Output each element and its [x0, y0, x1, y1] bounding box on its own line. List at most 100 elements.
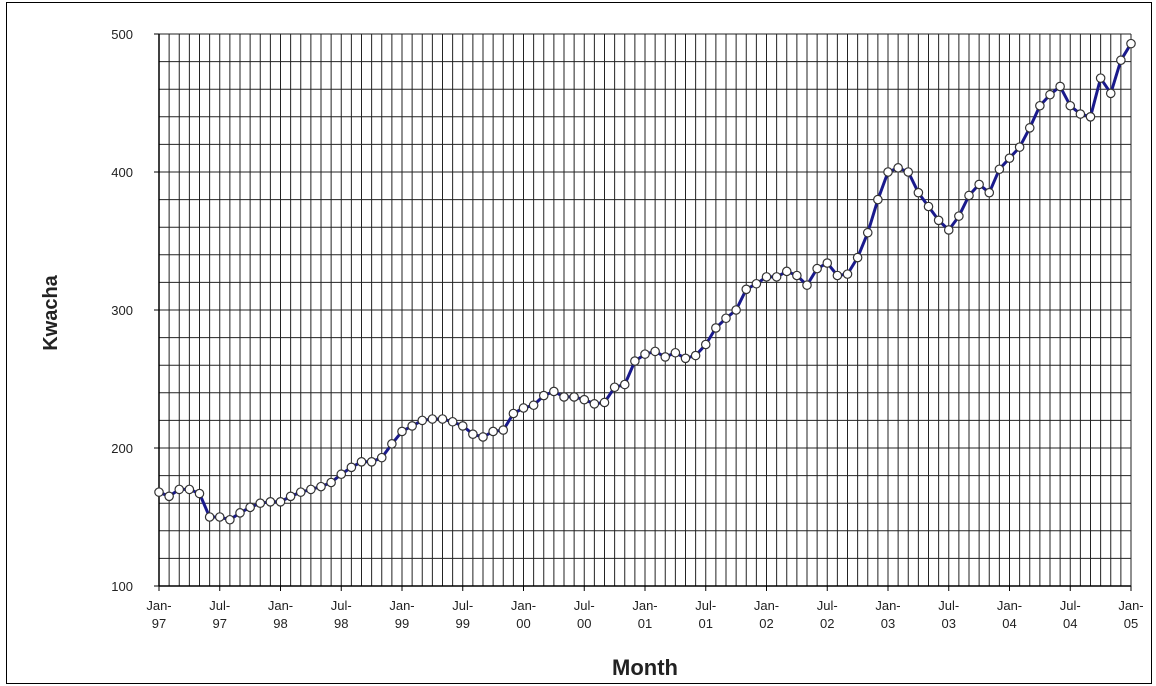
data-point: [204, 512, 215, 522]
y-tick-labels: 100 200 300 400 500: [111, 27, 159, 594]
data-point: [427, 414, 438, 424]
data-point: [630, 356, 640, 366]
data-point: [447, 416, 458, 427]
data-point: [265, 497, 276, 507]
x-tick-label-month: Jul-: [209, 598, 230, 613]
y-tick-label: 100: [111, 579, 133, 594]
data-point: [680, 353, 691, 364]
data-point: [528, 400, 539, 411]
data-point: [569, 392, 579, 402]
x-tick-label-month: Jan-: [1118, 598, 1143, 613]
x-tick-label-month: Jan-: [268, 598, 293, 613]
data-point: [741, 284, 752, 295]
data-point: [154, 487, 164, 497]
data-point: [670, 347, 681, 358]
data-point: [802, 280, 812, 290]
data-point: [387, 439, 397, 449]
x-tick-label-year: 99: [395, 616, 409, 631]
y-axis-title: Kwacha: [40, 274, 62, 350]
data-point: [822, 258, 833, 268]
data-point: [1024, 123, 1035, 133]
data-point: [832, 270, 843, 281]
data-point: [1045, 89, 1055, 100]
data-point: [1055, 81, 1065, 92]
data-point: [214, 512, 225, 522]
data-point: [792, 270, 802, 281]
data-point: [346, 462, 357, 473]
x-tick-label-year: 00: [577, 616, 591, 631]
x-tick-label-year: 01: [699, 616, 713, 631]
data-point: [407, 421, 417, 431]
data-point: [994, 164, 1005, 175]
x-tick-label-month: Jan-: [632, 598, 657, 613]
data-point: [711, 323, 721, 333]
data-point: [1004, 153, 1015, 163]
data-point: [721, 313, 731, 324]
data-point: [761, 272, 772, 282]
x-tick-label-month: Jan-: [146, 598, 171, 613]
x-tick-label-month: Jul-: [695, 598, 716, 613]
data-point: [650, 346, 660, 357]
data-point: [619, 379, 630, 390]
x-tick-label-year: 01: [638, 616, 652, 631]
data-point: [184, 484, 195, 495]
data-point: [164, 491, 174, 502]
data-point: [478, 432, 488, 442]
data-point: [660, 352, 671, 362]
data-point: [700, 339, 711, 350]
x-tick-label-year: 97: [152, 616, 166, 631]
x-tick-label-month: Jul-: [1060, 598, 1081, 613]
data-point: [812, 263, 822, 274]
data-point: [1116, 55, 1126, 66]
data-point: [1075, 109, 1086, 119]
x-tick-label-month: Jul-: [938, 598, 959, 613]
data-point: [457, 421, 468, 431]
data-point: [518, 403, 529, 413]
data-point: [549, 386, 559, 397]
data-point: [559, 392, 569, 402]
grid-lines: [158, 33, 1132, 587]
y-tick-label: 200: [111, 441, 133, 456]
data-point: [356, 456, 367, 467]
data-point: [954, 211, 964, 221]
x-tick-label-year: 02: [759, 616, 773, 631]
data-point: [873, 194, 883, 205]
x-tick-label-year: 04: [1002, 616, 1016, 631]
y-tick-label: 500: [111, 27, 133, 42]
data-point: [285, 491, 296, 502]
data-point: [781, 266, 792, 277]
data-point: [589, 399, 600, 409]
data-point: [1065, 100, 1076, 111]
data-point: [893, 163, 903, 173]
x-tick-label-year: 98: [334, 616, 348, 631]
x-tick-label-month: Jan-: [997, 598, 1022, 613]
data-point: [255, 498, 266, 508]
data-point: [417, 415, 428, 426]
data-point: [336, 469, 347, 480]
x-tick-label-year: 04: [1063, 616, 1077, 631]
data-point: [579, 394, 590, 405]
data-point: [225, 514, 235, 525]
data-point: [923, 201, 934, 212]
x-tick-label-month: Jan-: [754, 598, 779, 613]
data-point: [984, 187, 995, 198]
data-point: [306, 484, 316, 495]
data-point: [1085, 112, 1096, 122]
data-point: [842, 269, 853, 279]
data-point: [1126, 38, 1136, 49]
data-point: [852, 252, 863, 263]
x-tick-label-year: 05: [1124, 616, 1138, 631]
data-point: [376, 452, 387, 463]
series-group: [154, 38, 1136, 525]
x-tick-label-year: 00: [516, 616, 530, 631]
x-tick-label-month: Jul-: [452, 598, 473, 613]
line-chart: 100 200 300 400 500 Jan- 97 Jul- 97 Jan- 98 Jul- 98…: [40, 27, 1144, 680]
x-tick-label-year: 02: [820, 616, 834, 631]
data-point: [1095, 73, 1106, 83]
data-point: [933, 215, 944, 226]
data-point: [174, 484, 185, 495]
data-point: [538, 390, 549, 401]
data-point: [903, 167, 914, 177]
data-point: [235, 508, 245, 518]
x-tick-labels: Jan- 97 Jul- 97 Jan- 98 Jul- 98 Jan- 99 Jul- 99 Jan-…: [146, 586, 1144, 631]
